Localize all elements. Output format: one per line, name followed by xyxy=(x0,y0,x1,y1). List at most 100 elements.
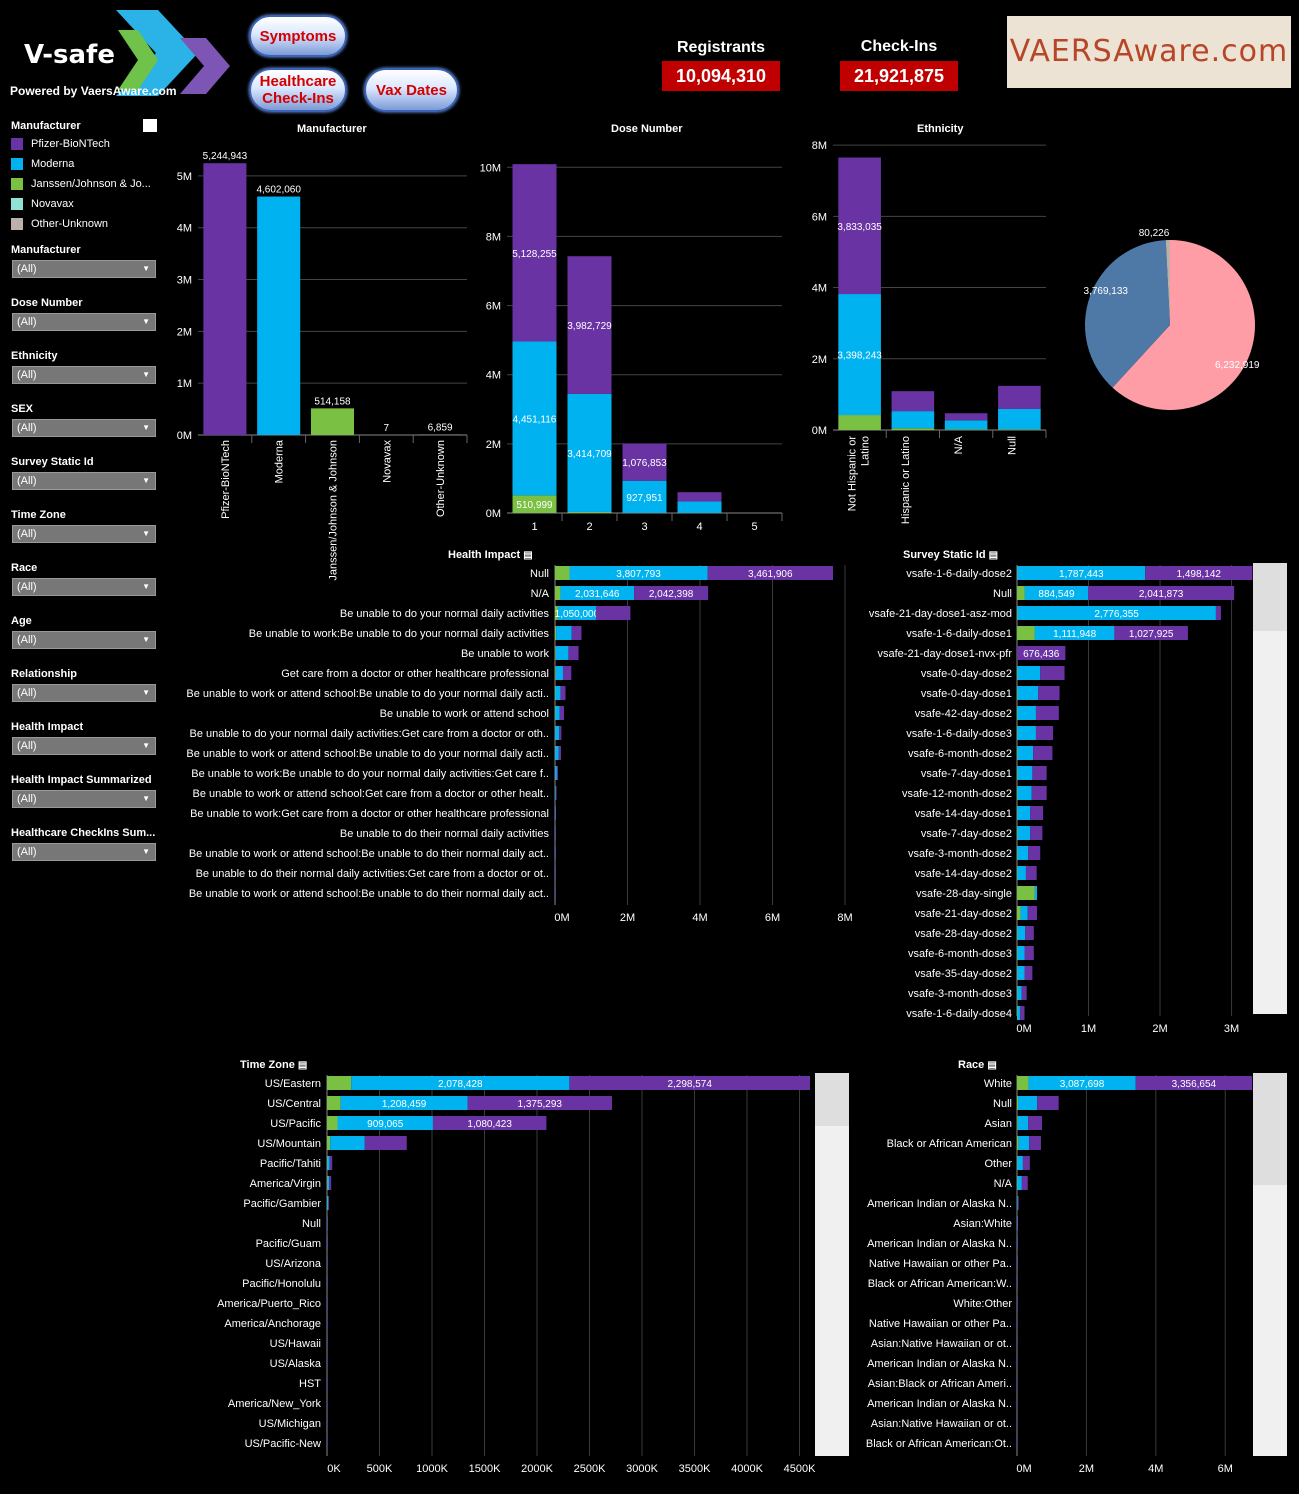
filter-label: Healthcare CheckIns Sum... xyxy=(11,827,156,839)
bar-segment xyxy=(1017,1256,1018,1270)
row-label: vsafe-42-day-dose2 xyxy=(915,708,1012,720)
bar-value-label: 7 xyxy=(384,423,390,434)
bar-segment xyxy=(1135,1076,1253,1090)
filter-label: Time Zone xyxy=(11,509,66,521)
filter-dropdown[interactable]: (All) ▼ xyxy=(12,790,156,808)
row-label: Be unable to work or attend school xyxy=(380,708,549,720)
bar-segment xyxy=(1017,706,1036,720)
bar-segment xyxy=(1017,886,1035,900)
filter-dropdown[interactable]: (All) ▼ xyxy=(12,843,156,861)
row-label: vsafe-21-day-dose1-nvx-pfr xyxy=(877,648,1012,660)
legend-item[interactable]: Novavax xyxy=(11,194,161,214)
legend-item[interactable]: Other-Unknown xyxy=(11,214,161,234)
bar-segment xyxy=(1017,866,1026,880)
filter-dropdown[interactable]: (All) ▼ xyxy=(12,419,156,437)
filter-value: (All) xyxy=(17,740,37,752)
survey-scroll-thumb[interactable] xyxy=(1253,563,1287,631)
filter-dropdown[interactable]: (All) ▼ xyxy=(12,684,156,702)
filter-dropdown[interactable]: (All) ▼ xyxy=(12,260,156,278)
x-tick-label: 2M xyxy=(1079,1463,1094,1475)
filter-value: (All) xyxy=(17,475,37,487)
bar-segment xyxy=(329,1156,333,1170)
bar-segment xyxy=(555,866,556,880)
row-label: Be unable to do your normal daily activi… xyxy=(340,608,550,620)
bar-segment xyxy=(1017,586,1025,600)
y-tick-label: 4M xyxy=(486,370,501,382)
bar-segment xyxy=(327,1436,328,1450)
filter-value: (All) xyxy=(17,634,37,646)
x-tick-label: 6M xyxy=(765,912,780,924)
survey-scrollbar[interactable] xyxy=(1253,563,1287,1014)
bar-segment xyxy=(327,1236,328,1250)
sort-icon[interactable]: ▤ xyxy=(988,550,999,561)
row-label: Be unable to work or attend school:Be un… xyxy=(189,848,549,860)
bar-segment xyxy=(327,1376,328,1390)
bar-value-label: 676,436 xyxy=(1023,649,1060,660)
bar-segment xyxy=(1017,1196,1019,1210)
chevron-down-icon: ▼ xyxy=(142,370,150,379)
bar-segment xyxy=(555,726,560,740)
row-label: America/New_York xyxy=(228,1398,322,1410)
bar-value-label: 4,602,060 xyxy=(256,185,301,196)
row-label: vsafe-0-day-dose1 xyxy=(921,688,1012,700)
bar-value-label: 3,807,793 xyxy=(616,569,661,580)
chevron-down-icon: ▼ xyxy=(142,635,150,644)
timezone-scroll-thumb[interactable] xyxy=(815,1073,849,1126)
healthcare-checkins-button[interactable]: Healthcare Check-Ins xyxy=(249,68,347,112)
sort-icon[interactable]: ▤ xyxy=(297,1060,308,1071)
row-label: US/Arizona xyxy=(265,1258,322,1270)
legend-toggle[interactable] xyxy=(143,119,157,132)
row-label: US/Hawaii xyxy=(270,1338,321,1350)
sort-icon[interactable]: ▤ xyxy=(523,550,533,561)
filter-label: SEX xyxy=(11,403,34,415)
timezone-scrollbar[interactable] xyxy=(815,1073,849,1456)
bar-segment xyxy=(1088,586,1235,600)
y-tick-label: 3M xyxy=(177,275,192,287)
bar-segment xyxy=(1017,926,1018,940)
bar-segment xyxy=(327,1176,330,1190)
x-tick-label: 4000K xyxy=(731,1463,763,1475)
legend-item[interactable]: Pfizer-BioNTech xyxy=(11,134,161,154)
row-label: vsafe-3-month-dose3 xyxy=(908,988,1012,1000)
sidebar: Manufacturer Pfizer-BioNTech Moderna Janss… xyxy=(11,118,161,234)
row-label: Asian:Native Hawaiian or ot.. xyxy=(871,1418,1012,1430)
bar-segment xyxy=(1017,666,1041,680)
filter-dropdown[interactable]: (All) ▼ xyxy=(12,737,156,755)
legend-item[interactable]: Moderna xyxy=(11,154,161,174)
bar-segment xyxy=(558,746,561,760)
bar-segment xyxy=(1017,846,1018,860)
bar-segment xyxy=(1025,926,1034,940)
bar-segment xyxy=(1040,666,1065,680)
bar-segment xyxy=(1017,766,1018,780)
y-tick-label: 1M xyxy=(177,378,192,390)
row-label: Asian:Native Hawaiian or ot.. xyxy=(871,1338,1012,1350)
bar-segment xyxy=(1017,1396,1018,1410)
legend-label: Moderna xyxy=(31,158,75,170)
bar-segment xyxy=(944,413,988,421)
legend-item[interactable]: Janssen/Johnson & Jo... xyxy=(11,174,161,194)
x-tick-label: Other-Unknown xyxy=(435,440,447,517)
bar-segment xyxy=(1017,746,1034,760)
pie-slice xyxy=(1085,240,1170,388)
race-scroll-thumb[interactable] xyxy=(1253,1073,1287,1185)
bar-segment xyxy=(560,686,566,700)
bar-segment xyxy=(891,428,935,430)
x-tick-label: Not Hispanic or xyxy=(847,436,859,512)
x-tick-label: 3 xyxy=(641,521,647,533)
y-tick-label: 2M xyxy=(812,354,827,366)
row-label: Be unable to work:Be unable to do your n… xyxy=(191,768,549,780)
filter-dropdown[interactable]: (All) ▼ xyxy=(12,631,156,649)
filter-dropdown[interactable]: (All) ▼ xyxy=(12,578,156,596)
bar-segment xyxy=(1024,946,1034,960)
bar-segment xyxy=(1017,566,1146,580)
row-label: Be unable to work or attend school:Get c… xyxy=(193,788,549,800)
survey-chart-title: Survey Static Id ▤ xyxy=(903,549,998,561)
vaersaware-brand[interactable]: VAERSAware.com xyxy=(1007,16,1291,88)
sort-icon[interactable]: ▤ xyxy=(987,1060,997,1071)
symptoms-button[interactable]: Symptoms xyxy=(249,15,347,57)
filter-dropdown[interactable]: (All) ▼ xyxy=(12,313,156,331)
filter-dropdown[interactable]: (All) ▼ xyxy=(12,366,156,384)
filter-dropdown[interactable]: (All) ▼ xyxy=(12,525,156,543)
filter-dropdown[interactable]: (All) ▼ xyxy=(12,472,156,490)
vax-dates-button[interactable]: Vax Dates xyxy=(364,68,459,112)
